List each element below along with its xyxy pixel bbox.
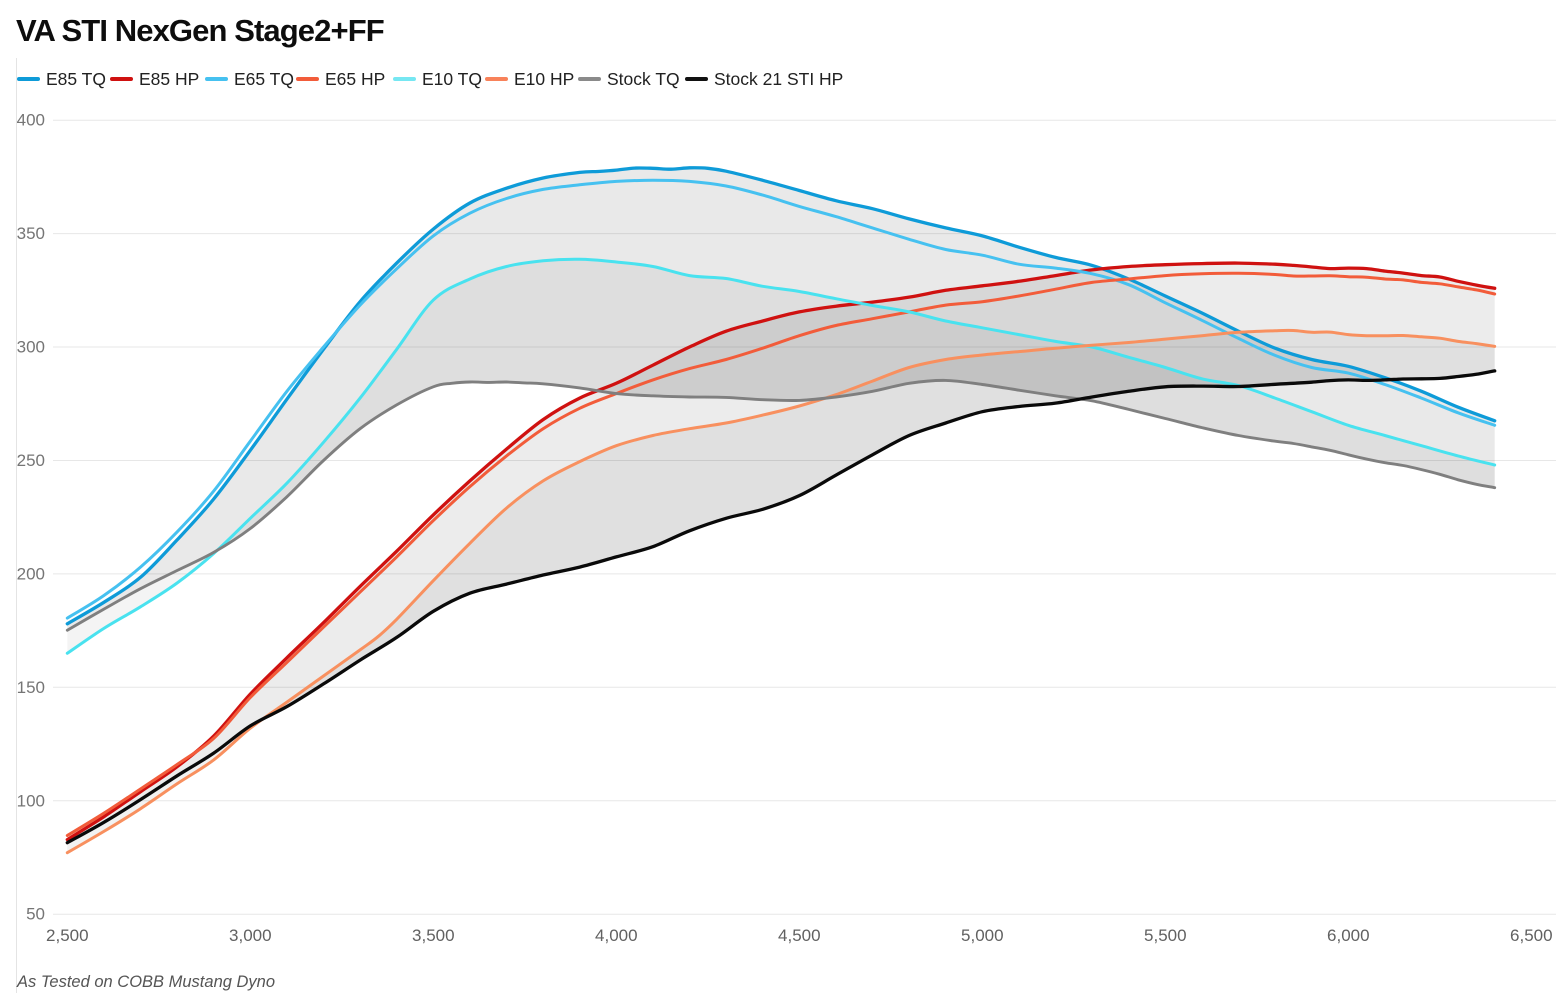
svg-text:200: 200 <box>17 564 45 583</box>
svg-text:4,000: 4,000 <box>595 926 638 945</box>
svg-text:100: 100 <box>17 791 45 810</box>
svg-text:300: 300 <box>17 338 45 357</box>
svg-text:250: 250 <box>17 451 45 470</box>
svg-text:3,000: 3,000 <box>229 926 272 945</box>
svg-text:4,500: 4,500 <box>778 926 821 945</box>
svg-text:6,000: 6,000 <box>1327 926 1370 945</box>
svg-text:400: 400 <box>17 111 45 130</box>
svg-text:150: 150 <box>17 678 45 697</box>
svg-text:50: 50 <box>26 905 45 924</box>
svg-text:3,500: 3,500 <box>412 926 455 945</box>
svg-text:350: 350 <box>17 224 45 243</box>
svg-text:6,500: 6,500 <box>1510 926 1553 945</box>
svg-text:2,500: 2,500 <box>46 926 89 945</box>
svg-text:5,000: 5,000 <box>961 926 1004 945</box>
svg-text:5,500: 5,500 <box>1144 926 1187 945</box>
